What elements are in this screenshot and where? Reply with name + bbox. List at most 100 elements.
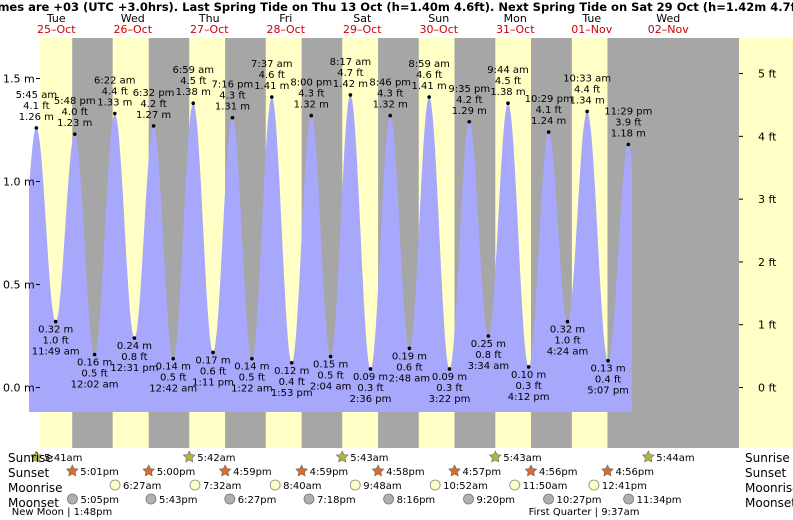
right-tick-label: 1 ft [758,319,777,332]
tide-point [151,124,156,128]
tide-point [230,115,235,120]
tide-height-ft: 4.4 ft [102,87,128,98]
sunrise-star-icon [488,450,502,463]
moonrise-time: 7:32am [203,481,241,492]
sunset-star-icon [448,464,461,477]
tide-time: 12:31 pm [110,363,158,374]
sunset-time: 4:58pm [386,467,425,478]
tide-time: 7:37 am [251,59,293,70]
tide-time: 6:59 am [172,65,214,76]
tide-height-m: 0.10 m [511,370,546,381]
day-date: 25–Oct [37,23,76,36]
sunset-time: 4:59pm [233,467,272,478]
tide-point [309,113,314,118]
tide-point [447,367,452,371]
tide-time: 10:33 am [563,73,611,84]
tide-height-m: 1.26 m [19,112,54,123]
sunset-star-icon [371,464,385,477]
tide-height-m: 0.17 m [195,355,230,366]
tide-point [34,126,39,130]
day-date: 31–Oct [496,23,535,36]
tide-point [269,95,274,99]
tide-time: 1:53 pm [271,388,313,399]
moonset-time: 5:43pm [159,495,198,506]
row-label-sunrise-right: Sunrise [745,451,790,465]
tide-height-ft: 0.3 ft [357,383,383,394]
tide-time: 4:12 pm [508,392,550,403]
sunrise-time: 5:43am [350,453,388,464]
sunrise-star-icon [641,450,655,463]
tide-height-m: 0.32 m [550,325,585,336]
day-name: Tue [46,12,66,25]
day-date: 29–Oct [343,23,382,36]
tide-point [427,95,431,99]
moonset-icon [145,493,157,505]
row-label-sunset-left: Sunset [8,466,49,480]
tide-point [388,113,393,118]
right-tick-label: 0 ft [758,382,777,395]
moonset-time: 11:34pm [637,495,682,506]
day-date: 02–Nov [648,23,689,36]
tide-point [407,346,412,351]
tide-point [606,358,610,363]
tide-height-m: 1.32 m [373,100,408,111]
tide-height-ft: 4.1 ft [23,101,49,112]
moonset-icon [224,493,236,505]
tide-height-m: 0.09 m [353,372,388,383]
tide-height-ft: 0.3 ft [436,383,462,394]
tide-height-ft: 4.3 ft [219,91,245,102]
sunrise-time: 5:42am [197,453,235,464]
sunset-time: 5:00pm [157,467,196,478]
tide-time: 5:07 pm [587,386,629,397]
right-tick-label: 5 ft [758,68,777,81]
tide-point [171,356,176,361]
moonset-icon [543,493,554,505]
tide-height-ft: 1.0 ft [554,336,580,347]
moonrise-time: 9:48am [363,481,401,492]
sunset-time: 4:56pm [615,467,654,478]
tide-height-ft: 0.5 ft [81,369,107,380]
tide-height-ft: 0.5 ft [317,371,343,382]
moonrise-icon [109,479,121,491]
tide-height-m: 0.16 m [77,358,112,369]
tide-height-m: 1.27 m [136,110,171,121]
moonset-icon [623,493,635,505]
tide-time: 4:24 am [547,347,589,358]
tide-time: 10:29 pm [525,94,573,105]
sunrise-star-icon [335,450,349,463]
sunset-time: 4:57pm [463,467,502,478]
tide-time: 3:22 pm [429,394,471,405]
row-label-sunset-right: Sunset [745,466,786,480]
moonrise-icon [189,479,201,491]
moonrise-time: 11:50am [523,481,568,492]
moon-phase-label: First Quarter | 9:37am [529,507,640,518]
tide-height-m: 1.31 m [215,102,250,113]
tide-time: 7:16 pm [212,80,254,91]
sunset-time: 5:01pm [80,467,119,478]
tide-height-m: 1.41 m [412,81,447,92]
right-tick-label: 2 ft [758,256,777,269]
tide-height-ft: 0.5 ft [160,373,186,384]
tide-height-ft: 4.5 ft [495,76,521,87]
tide-point [585,109,589,114]
row-label-sunrise-left: Sunrise [8,451,53,465]
tide-time: 1:22 am [231,384,273,395]
tide-time: 9:44 am [487,65,529,76]
tide-time: 12:42 am [149,384,197,395]
left-tick-label: 0.0 m [3,382,35,395]
day-name: Sun [428,12,449,25]
tide-point [565,319,570,324]
tide-point [92,352,97,357]
sunrise-time: 5:43am [503,453,541,464]
sunrise-time: 5:41am [44,453,82,464]
tide-height-ft: 4.7 ft [337,68,363,79]
day-name: Wed [121,12,145,25]
moon-phase-label: New Moon | 1:48pm [12,507,112,518]
sunrise-star-icon [29,450,43,463]
right-tick-label: 3 ft [758,193,777,206]
tide-time: 8:46 pm [369,78,411,89]
tide-point [191,101,196,106]
tide-height-m: 0.12 m [274,366,309,377]
row-label-moonrise-left: Moonrise [8,481,63,495]
